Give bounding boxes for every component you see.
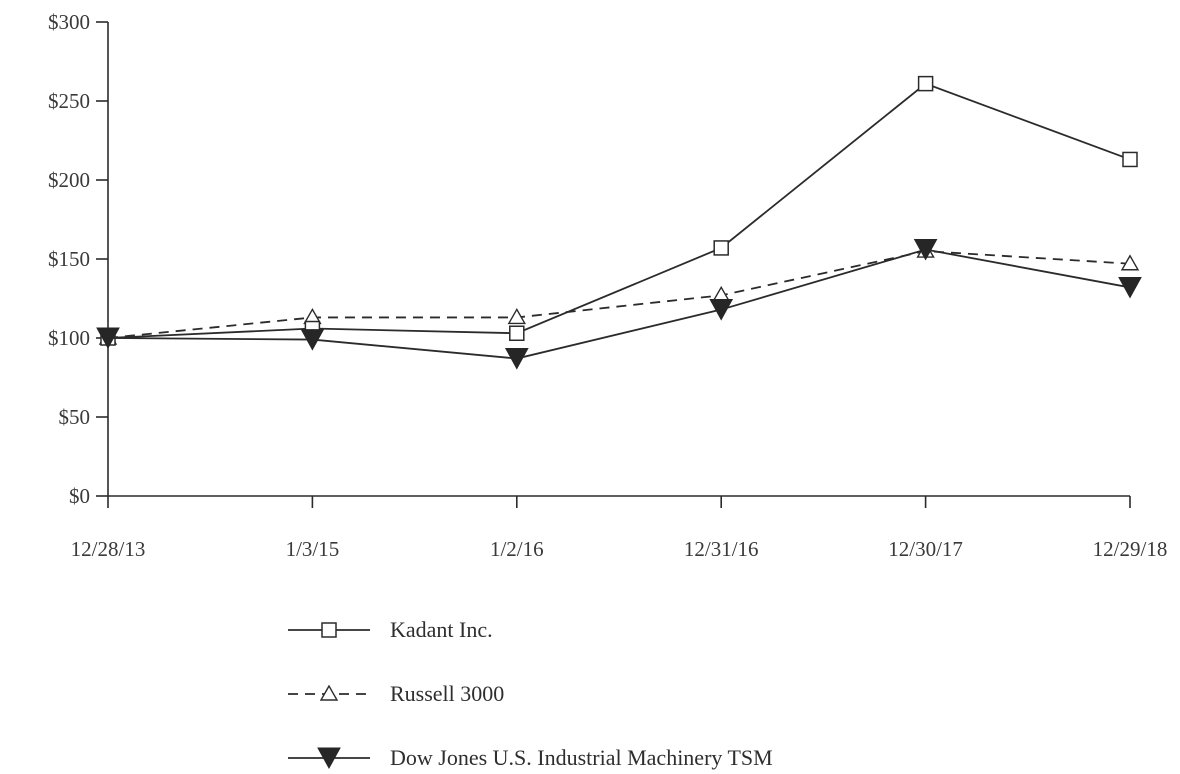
series-0 bbox=[100, 75, 1138, 346]
data-point bbox=[1122, 151, 1138, 168]
chart-series bbox=[96, 75, 1142, 370]
data-point bbox=[1118, 276, 1142, 299]
y-tick-label: $0 bbox=[69, 484, 90, 508]
data-point bbox=[504, 348, 529, 370]
x-tick-label: 12/31/16 bbox=[684, 537, 759, 561]
legend-item: Russell 3000 bbox=[288, 681, 504, 706]
x-axis-ticks: 12/28/13 1/3/15 1/2/16 12/31/16 12/30/17 12/2… bbox=[71, 496, 1168, 561]
y-tick-label: $250 bbox=[48, 89, 90, 113]
data-point bbox=[509, 325, 525, 342]
y-tick-label: $50 bbox=[59, 405, 91, 429]
x-tick-label: 12/30/17 bbox=[888, 537, 963, 561]
x-tick-label: 1/2/16 bbox=[490, 537, 544, 561]
legend-item: Dow Jones U.S. Industrial Machinery TSM bbox=[288, 745, 773, 770]
data-point bbox=[300, 329, 325, 351]
legend-label: Russell 3000 bbox=[390, 681, 504, 706]
series-1 bbox=[98, 241, 1140, 345]
y-axis-ticks: $0 $50 $100 $150 $200 $250 $300 bbox=[48, 10, 108, 508]
y-tick-label: $300 bbox=[48, 10, 90, 34]
x-tick-label: 1/3/15 bbox=[286, 537, 340, 561]
legend-label: Dow Jones U.S. Industrial Machinery TSM bbox=[390, 745, 773, 770]
data-point bbox=[917, 75, 934, 92]
series-line bbox=[107, 248, 1131, 360]
x-tick-label: 12/29/18 bbox=[1093, 537, 1168, 561]
legend-marker bbox=[321, 622, 337, 638]
x-tick-label: 12/28/13 bbox=[71, 537, 146, 561]
legend-label: Kadant Inc. bbox=[390, 617, 493, 642]
legend-marker bbox=[317, 747, 341, 770]
legend-marker bbox=[319, 684, 339, 701]
series-line bbox=[107, 250, 1131, 339]
y-tick-label: $150 bbox=[48, 247, 90, 271]
data-point bbox=[507, 308, 527, 325]
chart-legend: Kadant Inc. Russell 3000 Dow Jones U.S. In… bbox=[288, 617, 773, 770]
data-point bbox=[96, 327, 120, 350]
y-tick-label: $200 bbox=[48, 168, 90, 192]
data-point bbox=[713, 240, 729, 256]
legend-item: Kadant Inc. bbox=[288, 617, 493, 642]
data-point bbox=[709, 299, 734, 321]
series-2 bbox=[96, 239, 1142, 370]
series-line bbox=[107, 82, 1131, 339]
data-point bbox=[913, 239, 938, 261]
y-tick-label: $100 bbox=[48, 326, 90, 350]
data-point bbox=[1120, 254, 1140, 271]
